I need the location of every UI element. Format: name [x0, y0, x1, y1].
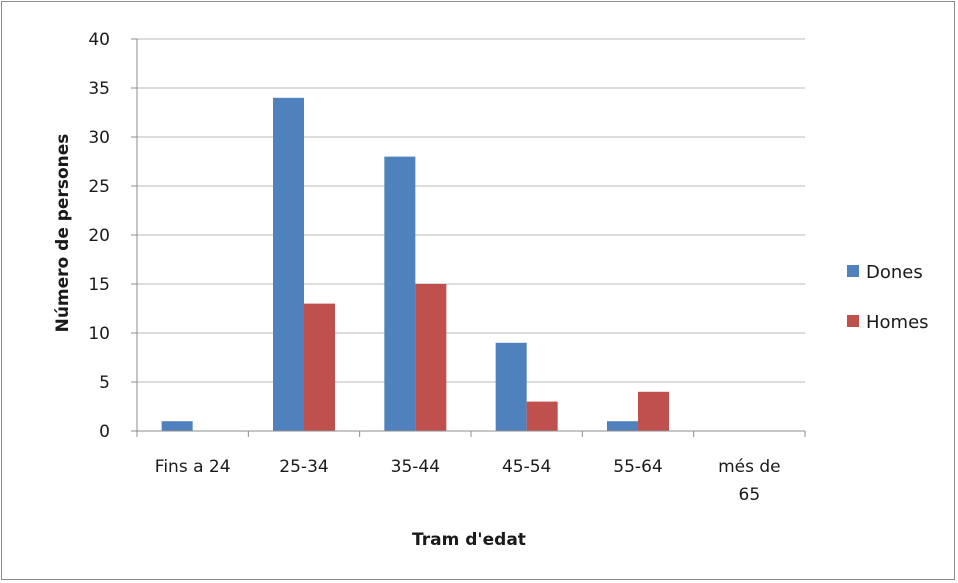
x-axis-title: Tram d'edat — [412, 530, 526, 550]
x-tick-label: 45-54 — [502, 457, 551, 477]
y-tick-label: 30 — [88, 128, 110, 148]
bar-dones-2 — [384, 156, 416, 431]
x-tick-label: més de 65 — [718, 457, 781, 505]
legend-swatch-dones — [847, 265, 859, 277]
x-tick-label: 55-64 — [613, 457, 662, 477]
y-tick-label: 10 — [88, 324, 110, 344]
gridlines — [137, 38, 805, 383]
y-tick-label: 40 — [88, 30, 110, 50]
y-tick-label: 5 — [99, 373, 110, 393]
y-axis-title: Número de persones — [53, 134, 73, 333]
bar-homes-3 — [526, 401, 558, 431]
y-tick-label: 35 — [88, 79, 110, 99]
legend-label-dones: Dones — [866, 262, 923, 283]
axes — [131, 38, 806, 437]
y-tick-label: 20 — [88, 226, 110, 246]
y-tick-label: 0 — [99, 422, 110, 442]
x-tick-labels: Fins a 24 25-34 35-44 45-54 55-64 més de 65 — [155, 457, 781, 505]
x-tick-label: 25-34 — [279, 457, 328, 477]
bar-dones-0 — [161, 421, 193, 431]
x-tick-label: Fins a 24 — [155, 457, 231, 477]
bar-dones-3 — [495, 342, 527, 431]
legend: Dones Homes — [847, 262, 929, 333]
legend-label-homes: Homes — [866, 312, 929, 333]
y-tick-label: 25 — [88, 177, 110, 197]
bar-dones-1 — [273, 97, 304, 432]
bar-dones-4 — [607, 421, 638, 431]
bar-homes-2 — [415, 284, 447, 431]
y-tick-labels: 0 5 10 15 20 25 30 35 40 — [88, 30, 110, 442]
x-tick-label: 35-44 — [391, 457, 440, 477]
bar-homes-4 — [638, 391, 669, 431]
legend-swatch-homes — [847, 315, 859, 327]
bar-homes-1 — [304, 303, 335, 431]
bars — [161, 97, 669, 432]
y-tick-label: 15 — [88, 275, 110, 295]
